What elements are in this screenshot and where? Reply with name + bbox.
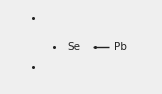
Text: Se: Se xyxy=(67,42,80,52)
Text: Pb: Pb xyxy=(114,42,127,52)
